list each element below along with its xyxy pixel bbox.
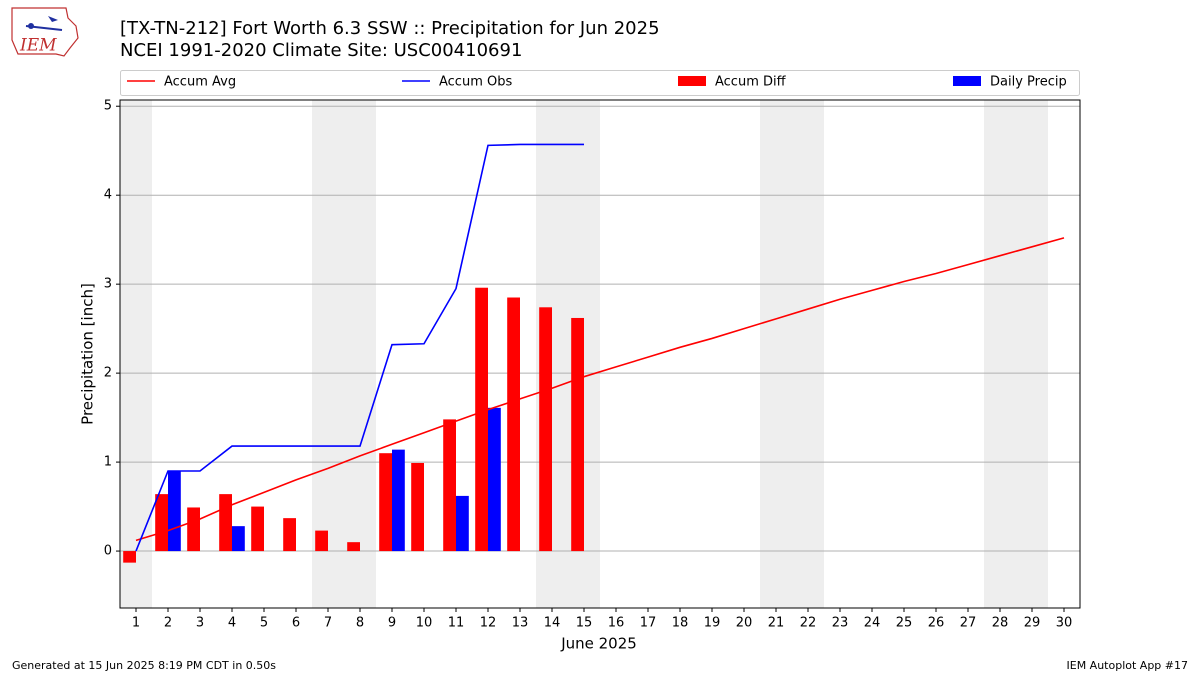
x-tick-label: 18: [672, 616, 689, 631]
x-tick-label: 17: [640, 616, 657, 631]
y-axis-label: Precipitation [inch]: [79, 283, 97, 425]
x-axis-label: June 2025: [560, 635, 637, 653]
line: [135, 143, 584, 552]
x-tick-label: 12: [480, 616, 497, 631]
bar: [283, 518, 296, 552]
x-tick-label: 14: [544, 616, 561, 631]
bar: [123, 551, 136, 563]
bar: [251, 506, 264, 552]
bar: [168, 470, 181, 552]
chart-title: [TX-TN-212] Fort Worth 6.3 SSW :: Precip…: [120, 18, 660, 39]
y-tick-label: 2: [104, 366, 112, 381]
x-tick-label: 2: [164, 616, 172, 631]
weekend-band: [120, 100, 152, 608]
bar: [571, 317, 584, 552]
y-tick-label: 0: [104, 544, 112, 559]
bar: [392, 449, 405, 552]
x-tick-label: 3: [196, 616, 204, 631]
bar: [443, 419, 456, 552]
footer-right: IEM Autoplot App #17: [1067, 659, 1189, 672]
x-tick-label: 22: [800, 616, 817, 631]
bar: [187, 507, 200, 552]
x-tick-label: 20: [736, 616, 753, 631]
line: [135, 237, 1065, 542]
y-tick-label: 5: [104, 99, 112, 114]
x-tick-label: 7: [324, 616, 332, 631]
x-tick-label: 1: [132, 616, 140, 631]
weekend-band: [312, 100, 376, 608]
legend-swatch: [678, 76, 706, 86]
legend-swatch: [953, 76, 981, 86]
bar: [155, 494, 168, 552]
bar: [488, 407, 501, 552]
x-tick-label: 10: [416, 616, 433, 631]
x-tick-label: 29: [1024, 616, 1041, 631]
legend: [120, 70, 1080, 96]
bar: [539, 307, 552, 552]
bar: [315, 530, 328, 552]
bar: [507, 297, 520, 552]
chart-subtitle: NCEI 1991-2020 Climate Site: USC00410691: [120, 40, 522, 61]
logo-mark: [48, 16, 58, 22]
plot-frame: [119, 99, 1081, 609]
x-tick-label: 5: [260, 616, 268, 631]
bar: [411, 462, 424, 552]
x-tick-label: 27: [960, 616, 977, 631]
bar: [475, 287, 488, 552]
y-tick-label: 4: [104, 188, 112, 203]
x-tick-label: 21: [768, 616, 785, 631]
x-tick-label: 16: [608, 616, 625, 631]
bar: [347, 542, 360, 552]
x-tick-label: 23: [832, 616, 849, 631]
x-tick-label: 13: [512, 616, 529, 631]
x-tick-label: 15: [576, 616, 593, 631]
legend-label: Accum Obs: [439, 75, 512, 90]
bar: [379, 453, 392, 552]
x-tick-label: 30: [1056, 616, 1073, 631]
footer-left: Generated at 15 Jun 2025 8:19 PM CDT in …: [12, 659, 276, 672]
x-tick-label: 25: [896, 616, 913, 631]
weekend-band: [760, 100, 824, 608]
x-tick-label: 11: [448, 616, 465, 631]
x-tick-label: 19: [704, 616, 721, 631]
y-tick-label: 3: [104, 277, 112, 292]
logo-outline: [11, 7, 79, 57]
y-tick-label: 1: [104, 455, 112, 470]
x-tick-label: 4: [228, 616, 236, 631]
logo: IEM: [11, 7, 79, 57]
bar: [456, 495, 469, 552]
bar: [232, 526, 245, 552]
x-tick-label: 24: [864, 616, 881, 631]
x-tick-label: 9: [388, 616, 396, 631]
x-tick-label: 6: [292, 616, 300, 631]
x-tick-label: 8: [356, 616, 364, 631]
legend-label: Accum Diff: [715, 75, 787, 90]
logo-text: IEM: [19, 36, 57, 56]
legend-label: Accum Avg: [164, 75, 236, 90]
weekend-band: [984, 100, 1048, 608]
legend-label: Daily Precip: [990, 75, 1067, 90]
bar: [219, 494, 232, 552]
x-tick-label: 28: [992, 616, 1009, 631]
x-tick-label: 26: [928, 616, 945, 631]
logo-dot: [28, 23, 34, 29]
